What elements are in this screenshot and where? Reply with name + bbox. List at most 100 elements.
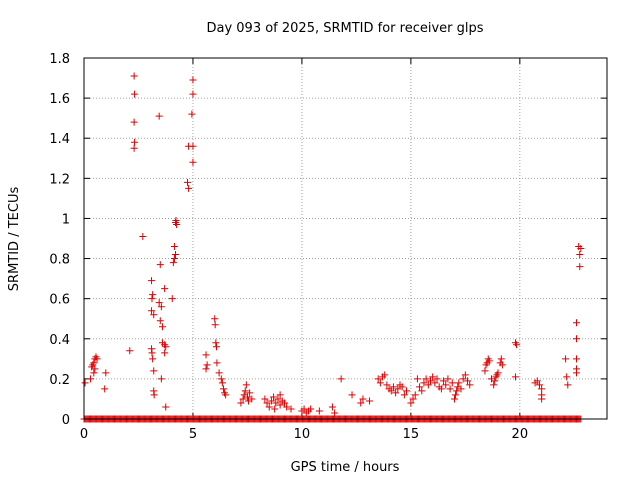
data-point (248, 395, 256, 403)
data-point (155, 112, 163, 120)
data-point (150, 391, 158, 399)
data-point (422, 375, 430, 383)
y-tick-label: 0.8 (49, 253, 70, 268)
data-point (533, 377, 541, 385)
data-point (170, 243, 178, 251)
data-point (491, 377, 499, 385)
data-point (374, 375, 382, 383)
data-point (576, 251, 584, 259)
data-point (348, 391, 356, 399)
data-point (535, 381, 543, 389)
data-point (444, 375, 452, 383)
data-point (211, 321, 219, 329)
data-point (577, 245, 585, 253)
data-point (453, 387, 461, 395)
data-point (424, 381, 432, 389)
plot-frame (83, 57, 608, 420)
data-point (446, 385, 454, 393)
data-point (170, 255, 178, 263)
data-point (263, 399, 271, 407)
data-point (189, 158, 197, 166)
data-point (150, 367, 158, 375)
data-point (157, 303, 165, 311)
data-point (156, 317, 164, 325)
data-point (383, 381, 391, 389)
data-point (331, 409, 339, 417)
data-point (564, 381, 572, 389)
data-point (459, 375, 467, 383)
data-point (381, 371, 389, 379)
data-point (173, 220, 181, 228)
data-point (156, 261, 164, 269)
data-point (101, 385, 109, 393)
data-point (511, 373, 519, 381)
data-point (274, 395, 282, 403)
data-point (271, 405, 279, 413)
data-point (387, 387, 395, 395)
data-point (464, 377, 472, 385)
x-tick-label: 10 (294, 427, 311, 442)
data-point (158, 323, 166, 331)
data-point (130, 144, 138, 152)
data-point (237, 399, 245, 407)
data-point (162, 403, 170, 411)
data-point (450, 395, 458, 403)
data-point (357, 399, 365, 407)
data-point (270, 393, 278, 401)
data-point (538, 385, 546, 393)
data-point (455, 379, 463, 387)
data-layer (80, 72, 585, 423)
data-point (188, 110, 196, 118)
data-point (497, 355, 505, 363)
data-point (172, 251, 180, 259)
data-point (131, 138, 139, 146)
data-point (169, 259, 177, 267)
data-point (440, 377, 448, 385)
data-point (562, 355, 570, 363)
data-point (280, 399, 288, 407)
data-point (411, 391, 419, 399)
data-point (466, 381, 474, 389)
data-point (246, 389, 254, 397)
x-tick-label: 5 (189, 427, 197, 442)
y-tick-label: 0.4 (49, 333, 70, 348)
data-point (494, 369, 502, 377)
grid-layer (84, 58, 607, 419)
data-point (130, 118, 138, 126)
data-point (157, 375, 165, 383)
data-point (572, 369, 580, 377)
data-point (315, 407, 323, 415)
data-point (162, 343, 170, 351)
data-point (400, 391, 408, 399)
data-point (131, 90, 139, 98)
data-point (407, 399, 415, 407)
data-point (148, 277, 156, 285)
data-point (212, 343, 220, 351)
y-tick-label: 1.2 (49, 172, 70, 187)
y-tick-label: 1 (62, 212, 70, 227)
data-point (242, 381, 250, 389)
data-point (283, 403, 291, 411)
data-point (149, 355, 157, 363)
data-point (448, 379, 456, 387)
data-point (148, 295, 156, 303)
data-point (265, 403, 273, 411)
data-point (457, 385, 465, 393)
data-point (426, 377, 434, 385)
y-tick-label: 0.6 (49, 293, 70, 308)
data-point (572, 319, 580, 327)
data-point (337, 375, 345, 383)
data-point (217, 375, 225, 383)
data-point (130, 72, 138, 80)
data-point (287, 405, 295, 413)
data-point (239, 395, 247, 403)
data-point (161, 349, 169, 357)
data-point (490, 381, 498, 389)
data-point (429, 373, 437, 381)
x-axis-label: GPS time / hours (291, 460, 400, 475)
data-point (243, 393, 251, 401)
data-point (184, 178, 192, 186)
x-tick-label: 15 (403, 427, 420, 442)
data-point (276, 391, 284, 399)
